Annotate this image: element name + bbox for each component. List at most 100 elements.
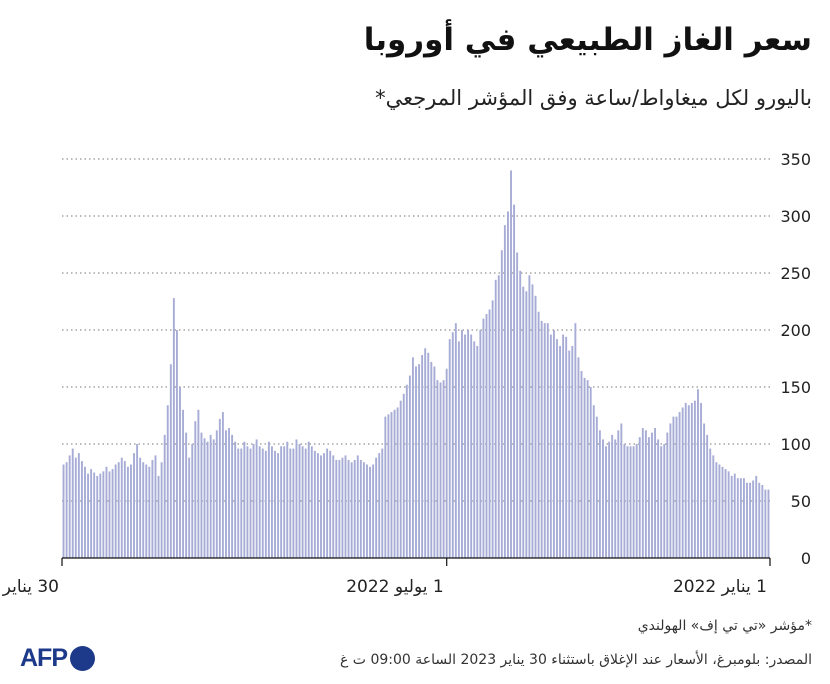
price-bar [644,430,647,558]
price-bar [74,457,77,558]
price-bar [347,459,350,558]
price-bar [592,405,595,558]
price-bar [693,400,696,558]
price-bar [378,453,381,558]
price-bar [598,430,601,558]
price-bar [237,448,240,558]
price-bar [280,446,283,558]
price-bar [739,478,742,558]
price-bar [105,466,108,558]
page-title: سعر الغاز الطبيعي في أوروبا [363,22,812,58]
price-bar [316,453,319,558]
price-bar [182,409,185,558]
price-bar [485,314,488,558]
price-bar [126,466,129,558]
price-bar [68,455,71,558]
price-bar [108,471,111,558]
price-bar [516,252,519,559]
price-bar [470,334,473,558]
price-bar [261,448,264,558]
price-bar [133,453,135,558]
price-bar [488,309,491,558]
price-bar [537,311,540,558]
price-bar [641,428,644,558]
price-bar [405,384,408,558]
price-bar [142,462,145,558]
price-bar [724,469,727,558]
price-bar [491,300,494,558]
price-bar [629,446,632,558]
price-bar [271,446,273,558]
price-bar [148,466,151,558]
price-bar [580,371,583,558]
price-bar [528,275,531,558]
price-bar [384,416,387,558]
price-bar [197,409,200,558]
price-bar [522,286,525,558]
price-bar [344,455,347,558]
price-bar [687,405,690,558]
price-bar [408,375,411,558]
price-bar [65,462,68,558]
y-tick-label: 50 [791,492,811,511]
price-bar [96,475,99,558]
price-bar [353,459,356,558]
price-bar [160,462,163,558]
price-bar [329,450,332,558]
price-bar [666,432,669,558]
price-bar [372,464,375,558]
price-bar [602,439,604,558]
price-bar [264,450,267,558]
price-bar [228,428,230,558]
price-bar [87,473,89,558]
price-bar [169,364,172,558]
price-bar [390,412,393,558]
price-bar [758,482,761,558]
price-bar [267,441,270,558]
price-bar [396,407,399,558]
price-bar [366,464,368,558]
price-bar [623,444,626,558]
price-bar [635,444,638,558]
price-bar [102,471,105,558]
price-bar [479,330,482,558]
price-bar [225,430,227,558]
price-bar [283,446,286,558]
price-bar [583,377,586,558]
price-bar [362,462,365,558]
chart-axes [61,557,771,566]
price-bar [571,345,574,558]
price-bar [77,453,80,558]
price-bar [651,432,653,558]
price-bar [93,472,96,558]
price-bar [727,471,730,558]
price-bar [338,459,341,558]
price-bar [123,461,126,558]
price-bar [626,446,629,558]
price-bar [473,341,476,558]
price-bar [733,473,736,558]
price-bar [721,466,724,558]
gas-price-chart: 0 50 100 150 200 250 300 350 1 يناير 2022 1 يولي… [0,150,811,597]
price-bar [252,444,255,558]
price-bar [206,441,209,558]
price-bar [359,459,362,558]
price-bar [218,418,221,558]
price-bar [274,450,276,558]
price-bar [467,330,470,558]
price-bar [335,459,338,558]
price-bar [234,441,237,558]
price-bar [179,387,181,558]
price-bar [562,334,565,558]
price-bar [654,428,657,558]
price-bar [298,444,301,558]
price-bar [531,284,534,558]
price-bar [638,437,641,558]
price-bar [482,318,485,558]
price-bar [120,457,123,558]
price-bar [500,250,503,558]
afp-logo-dot-icon [70,645,95,671]
price-bar [356,455,359,558]
price-bar [608,441,611,558]
price-bar [240,448,243,558]
